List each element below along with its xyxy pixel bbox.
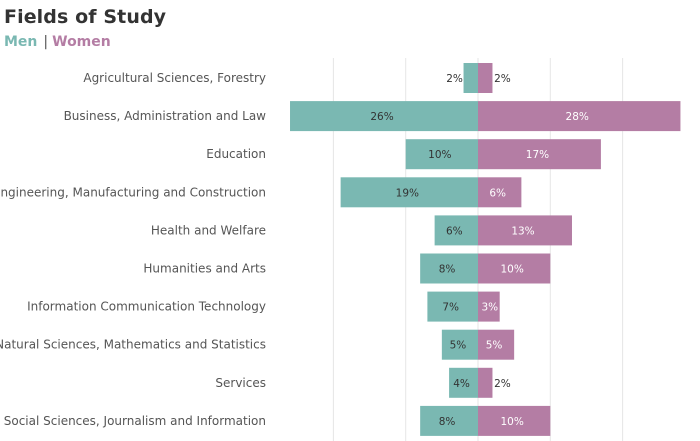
value-label-women: 2% <box>494 73 511 85</box>
legend-separator: | <box>43 34 49 50</box>
bar-women <box>478 405 551 436</box>
value-label-men: 19% <box>396 187 419 199</box>
legend-women: Women <box>52 34 111 50</box>
category-label: Engineering, Manufacturing and Construct… <box>0 185 266 199</box>
bars <box>290 63 681 436</box>
value-label-men: 26% <box>370 111 393 123</box>
bar-women <box>478 329 515 360</box>
value-label-women: 3% <box>482 302 499 314</box>
bar-men <box>405 139 478 170</box>
category-label: Services <box>215 376 266 390</box>
bar-men <box>420 253 478 284</box>
value-label-women: 17% <box>526 149 549 161</box>
value-label-men: 6% <box>446 225 463 237</box>
bar-women <box>478 101 681 132</box>
bar-women <box>478 253 551 284</box>
legend-men: Men <box>4 34 38 50</box>
value-label-women: 6% <box>489 187 506 199</box>
category-label: Humanities and Arts <box>143 262 266 276</box>
bar-men <box>463 63 478 93</box>
bar-men <box>427 291 478 322</box>
legend: Men | Women <box>4 34 111 50</box>
category-label: Natural Sciences, Mathematics and Statis… <box>0 338 266 352</box>
chart-title: Fields of Study <box>4 6 167 28</box>
bar-men <box>340 177 478 208</box>
category-label: Education <box>206 147 266 161</box>
category-label: Business, Administration and Law <box>64 109 267 123</box>
bar-women <box>478 63 493 93</box>
value-label-men: 5% <box>450 340 467 352</box>
value-label-women: 2% <box>494 378 511 390</box>
bar-men <box>434 215 478 246</box>
bar-women <box>478 177 522 208</box>
bar-men <box>449 367 478 398</box>
bar-men <box>290 101 478 132</box>
value-label-men: 2% <box>446 73 463 85</box>
value-label-women: 13% <box>511 225 534 237</box>
value-label-women: 10% <box>500 264 523 276</box>
value-label-men: 7% <box>442 302 459 314</box>
labels: Agricultural Sciences, Forestry 2% 2% Busin… <box>0 71 589 428</box>
value-label-men: 8% <box>439 416 456 428</box>
value-label-men: 8% <box>439 264 456 276</box>
bar-men <box>441 329 478 360</box>
value-label-women: 28% <box>566 111 589 123</box>
bar-women <box>478 215 572 246</box>
category-label: Agricultural Sciences, Forestry <box>83 71 266 85</box>
category-label: Social Sciences, Journalism and Informat… <box>4 414 266 428</box>
bar-women <box>478 367 493 398</box>
bar-women <box>478 291 500 322</box>
value-label-women: 5% <box>486 340 503 352</box>
category-label: Information Communication Technology <box>27 300 266 314</box>
bar-women <box>478 139 601 170</box>
value-label-women: 10% <box>500 416 523 428</box>
bar-men <box>420 405 478 436</box>
category-label: Health and Welfare <box>151 223 266 237</box>
value-label-men: 4% <box>453 378 470 390</box>
value-label-men: 10% <box>428 149 451 161</box>
